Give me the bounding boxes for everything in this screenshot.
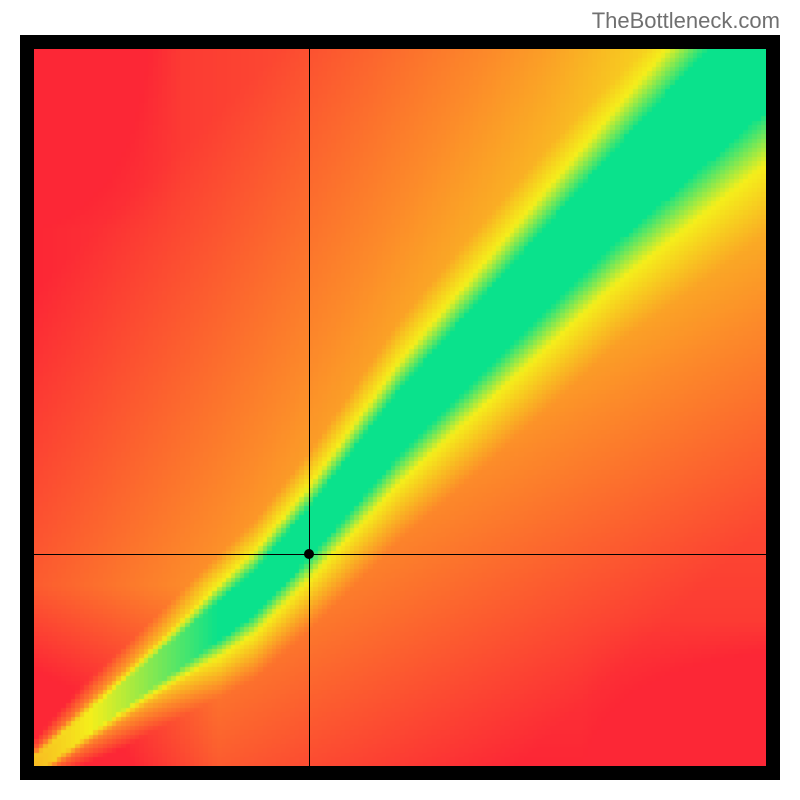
watermark-label: TheBottleneck.com	[592, 8, 780, 34]
chart-container: TheBottleneck.com	[0, 0, 800, 800]
crosshair-dot	[304, 549, 314, 559]
crosshair-horizontal	[34, 554, 766, 555]
crosshair-vertical	[309, 49, 310, 766]
plot-area	[20, 35, 780, 780]
heatmap-canvas	[34, 49, 766, 766]
